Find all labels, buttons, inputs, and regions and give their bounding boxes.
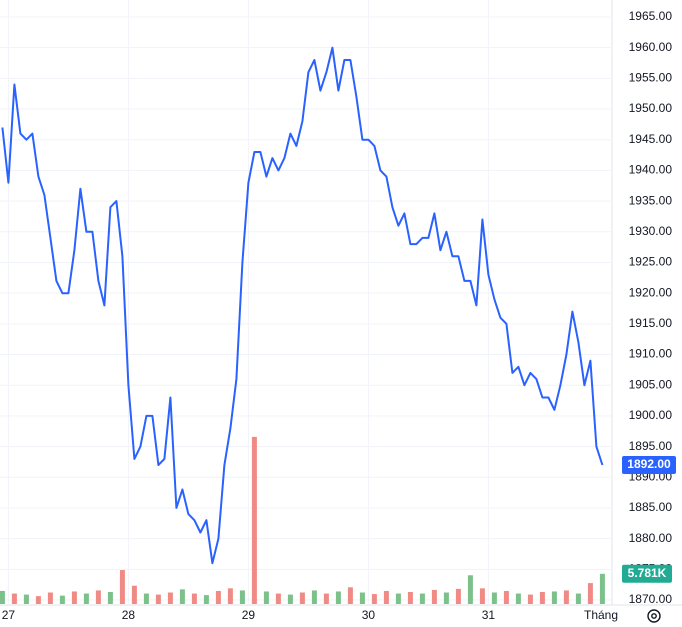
- y-tick-label: 1940.00: [629, 163, 673, 177]
- volume-bar: [479, 588, 485, 604]
- volume-bar: [143, 593, 149, 604]
- y-tick-label: 1935.00: [629, 193, 673, 207]
- y-tick-label: 1930.00: [629, 224, 673, 238]
- volume-bar: [71, 591, 77, 604]
- volume-bar: [491, 592, 497, 604]
- y-tick-label: 1960.00: [629, 40, 673, 54]
- y-tick-label: 1965.00: [629, 9, 673, 23]
- y-tick-label: 1895.00: [629, 439, 673, 453]
- volume-bar: [263, 591, 269, 604]
- volume-bar: [455, 588, 461, 604]
- y-tick-label: 1905.00: [629, 377, 673, 391]
- y-tick-label: 1920.00: [629, 285, 673, 299]
- y-tick-label: 1950.00: [629, 101, 673, 115]
- volume-bar: [23, 594, 29, 604]
- volume-bar: [131, 585, 137, 604]
- volume-bar: [383, 590, 389, 604]
- volume-bar: [119, 570, 125, 604]
- x-tick-label: 27: [2, 608, 16, 622]
- volume-bar: [107, 591, 113, 604]
- gear-inner: [651, 613, 657, 619]
- volume-bar: [215, 590, 221, 604]
- volume-bar: [59, 595, 65, 604]
- settings-icon[interactable]: [647, 609, 661, 623]
- volume-bar: [431, 589, 437, 604]
- volume-bar: [335, 591, 341, 604]
- x-tick-label: 29: [242, 608, 256, 622]
- volume-bar: [539, 591, 545, 604]
- volume-bar: [503, 590, 509, 604]
- volume-bar: [419, 593, 425, 604]
- last-volume-label: 5.781K: [628, 566, 667, 580]
- volume-bar: [167, 592, 173, 604]
- y-tick-label: 1900.00: [629, 408, 673, 422]
- volume-bar: [155, 594, 161, 604]
- last-volume-box: [622, 564, 672, 583]
- volume-bar: [323, 593, 329, 604]
- last-price-label: 1892.00: [627, 457, 671, 471]
- gear-outer: [647, 609, 661, 623]
- volume-bar: [311, 590, 317, 604]
- y-tick-label: 1915.00: [629, 316, 673, 330]
- volume-bar: [395, 593, 401, 604]
- labels: 1870.001875.001880.001885.001890.001895.…: [2, 9, 676, 622]
- last-price-box: [622, 455, 676, 474]
- volume-bar: [11, 593, 17, 604]
- volume-bar: [443, 592, 449, 604]
- volume-bar: [47, 592, 53, 604]
- volume-bar: [515, 593, 521, 604]
- y-tick-label: 1910.00: [629, 347, 673, 361]
- volume-bar: [203, 595, 209, 604]
- volume-bar: [599, 573, 605, 604]
- volume-bar: [575, 593, 581, 604]
- volume-bar: [239, 590, 245, 604]
- x-unit-label: Tháng: [584, 608, 618, 622]
- volume-bar: [251, 436, 257, 604]
- price-line: [1, 46, 604, 565]
- x-tick-label: 30: [362, 608, 376, 622]
- volume-bar: [587, 583, 593, 604]
- volume-bar: [527, 594, 533, 604]
- volume-bar: [551, 591, 557, 604]
- volume-bar: [347, 587, 353, 604]
- y-tick-label: 1870.00: [629, 592, 673, 606]
- volume-bar: [83, 593, 89, 604]
- volume-bar: [35, 596, 41, 604]
- x-tick-label: 28: [122, 608, 136, 622]
- volume-bar: [95, 590, 101, 604]
- volume-bar: [275, 593, 281, 604]
- y-tick-label: 1885.00: [629, 500, 673, 514]
- volume-bar: [179, 589, 185, 604]
- y-tick-label: 1945.00: [629, 132, 673, 146]
- volume-bar: [467, 575, 473, 604]
- volume-bar: [0, 590, 5, 604]
- volume-bar: [287, 594, 293, 604]
- volume-bar: [299, 592, 305, 604]
- volume-bar: [371, 594, 377, 604]
- volume-bar: [359, 592, 365, 604]
- volume-bar: [407, 591, 413, 604]
- marks: [0, 46, 605, 604]
- x-tick-label: 31: [482, 608, 496, 622]
- volume-bar: [563, 590, 569, 604]
- y-tick-label: 1925.00: [629, 255, 673, 269]
- volume-bar: [227, 588, 233, 604]
- y-tick-label: 1880.00: [629, 531, 673, 545]
- volume-bar: [191, 593, 197, 604]
- y-tick-label: 1955.00: [629, 71, 673, 85]
